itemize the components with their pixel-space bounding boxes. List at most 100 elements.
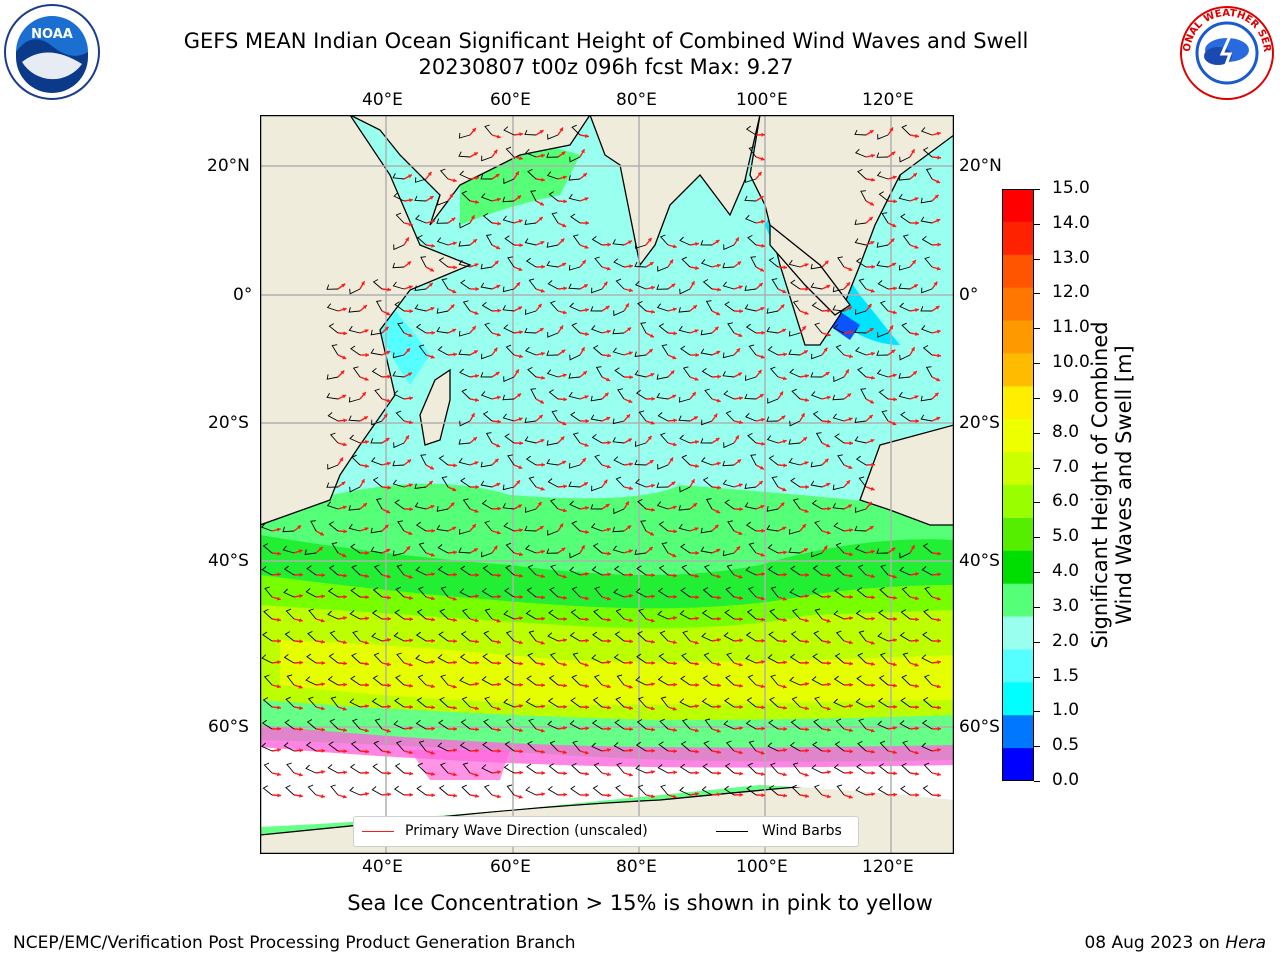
wave-direction-arrowhead — [870, 728, 875, 733]
wave-direction-arrowhead — [365, 682, 369, 688]
wave-direction-arrowhead — [650, 706, 655, 711]
wave-direction-arrowhead — [277, 772, 281, 777]
wind-barb — [546, 350, 559, 356]
wave-direction-arrowhead — [915, 638, 919, 643]
wave-direction-arrowhead — [673, 770, 677, 775]
wave-direction-arrowhead — [453, 748, 457, 753]
wind-barb — [462, 762, 471, 774]
wind-barb — [814, 696, 823, 708]
wave-direction-arrowhead — [472, 239, 477, 243]
wave-direction-arrowhead — [474, 509, 479, 513]
wind-barb — [854, 238, 867, 246]
wave-direction-arrowhead — [496, 706, 501, 711]
wave-direction-arrowhead — [912, 173, 917, 177]
wave-direction-arrowhead — [849, 704, 853, 709]
wind-barb — [613, 653, 625, 664]
wave-direction-arrowhead — [758, 481, 763, 485]
wave-direction-arrowhead — [738, 372, 742, 377]
colorbar-segment — [1002, 550, 1034, 585]
wave-direction-arrowhead — [849, 354, 853, 359]
wind-barb — [855, 346, 867, 356]
wave-direction-arrowhead — [562, 421, 567, 426]
wave-direction-arrowhead — [342, 794, 347, 799]
wave-direction-arrowhead — [343, 616, 347, 621]
wave-direction-arrowhead — [607, 793, 611, 798]
wind-barb — [330, 784, 339, 796]
wind-barb — [525, 346, 537, 356]
wind-barb — [591, 287, 603, 294]
wind-barb — [634, 549, 647, 556]
wave-direction-arrowhead — [541, 153, 545, 158]
wave-direction-arrowhead — [826, 706, 831, 711]
colorbar-tick-label: 12.0 — [1052, 282, 1090, 303]
wave-direction-arrowhead — [761, 330, 765, 335]
wave-direction-arrowhead — [541, 704, 545, 709]
wave-direction-arrowhead — [364, 377, 369, 381]
wind-barb — [678, 415, 691, 422]
wave-direction-arrowhead — [584, 197, 589, 201]
wind-barb — [703, 740, 713, 752]
wind-barb — [898, 264, 911, 271]
wind-barb — [613, 508, 625, 515]
wind-barb — [837, 454, 845, 466]
colorbar-segment — [1002, 287, 1034, 322]
wind-barb — [766, 416, 779, 422]
wind-barb — [657, 610, 669, 620]
wave-direction-arrowhead — [321, 727, 325, 732]
wave-direction-arrowhead — [603, 281, 608, 286]
wave-direction-arrowhead — [606, 416, 611, 421]
wind-barb — [767, 544, 779, 554]
wind-barb — [789, 676, 801, 686]
lat-label-left-20s: 20°S — [208, 413, 249, 433]
wind-barb — [659, 630, 669, 642]
wave-direction-arrowhead — [585, 308, 589, 313]
wind-barb — [811, 499, 823, 510]
wave-direction-arrowhead — [475, 660, 479, 665]
wind-barb — [528, 476, 537, 488]
wave-direction-arrowhead — [846, 282, 850, 287]
wave-direction-arrowhead — [585, 726, 589, 731]
wave-direction-arrowhead — [871, 264, 875, 269]
wind-barb — [395, 740, 405, 752]
wind-barb — [507, 256, 515, 268]
wave-direction-arrowhead — [299, 793, 303, 798]
wave-direction-arrowhead — [650, 531, 654, 536]
wind-barb — [571, 586, 581, 598]
wind-barb — [723, 632, 735, 642]
wave-direction-arrowhead — [761, 528, 765, 533]
wind-barb — [767, 346, 779, 356]
wave-direction-arrowhead — [387, 374, 391, 379]
wave-direction-arrowhead — [562, 508, 567, 513]
wave-direction-arrowhead — [365, 573, 369, 578]
wave-direction-arrowhead — [563, 638, 567, 643]
wind-barb — [679, 610, 691, 620]
wind-barb — [331, 344, 339, 356]
wind-barb — [745, 177, 757, 183]
wave-direction-arrowhead — [761, 441, 765, 446]
wave-direction-arrowhead — [804, 263, 809, 267]
wave-direction-arrowhead — [606, 266, 611, 271]
colorbar-tick-label: 15.0 — [1052, 178, 1090, 198]
land-arabia — [349, 115, 591, 226]
wind-barb — [570, 213, 581, 224]
wave-direction-arrowhead — [387, 749, 391, 754]
noaa-logo: NOAA — [2, 2, 102, 102]
wave-direction-arrowhead — [647, 237, 652, 242]
wind-barb — [679, 786, 691, 796]
wind-barb — [748, 146, 757, 158]
wind-barb — [548, 191, 559, 202]
wind-barb — [525, 507, 537, 513]
colorbar-tick-label: 8.0 — [1052, 421, 1080, 442]
wave-direction-arrowhead — [783, 550, 787, 555]
wind-barb — [285, 784, 295, 796]
wind-barb — [746, 697, 757, 708]
wave-direction-arrowhead — [649, 460, 654, 464]
wind-barb — [549, 652, 559, 664]
wind-barb — [461, 784, 471, 796]
wave-direction-arrowhead — [716, 574, 721, 579]
wind-barb — [306, 565, 317, 576]
wind-barb — [788, 349, 801, 356]
wind-barb — [352, 630, 361, 642]
wind-barb — [438, 257, 449, 268]
wave-direction-arrowhead — [364, 329, 369, 333]
